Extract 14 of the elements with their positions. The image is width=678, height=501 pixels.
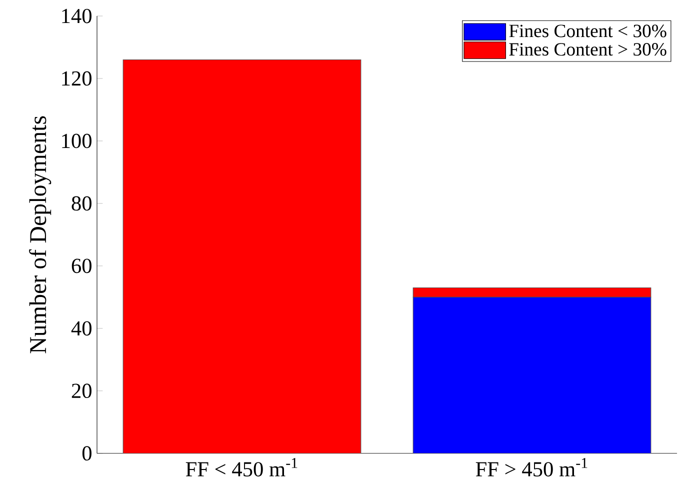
legend-label: Fines Content > 30% (509, 43, 666, 56)
y-axis-title: Number of Deployments (29, 116, 52, 354)
y-tick-label: 20 (72, 384, 92, 398)
x-tick-label: FF > 450 m$^{-1}$ (476, 458, 588, 476)
y-tick-label: 140 (62, 8, 92, 24)
y-tick-label: 40 (71, 321, 92, 336)
y-tick-label: 120 (62, 71, 92, 86)
y-tick-label: 0 (82, 446, 92, 461)
bar (122, 59, 362, 454)
y-tick-label: 60 (72, 258, 92, 274)
legend-label: Fines Content < 30% (509, 24, 666, 38)
x-tick-label: FF < 450 m$^{-1}$ (186, 458, 298, 476)
y-tick-label: 80 (72, 196, 92, 211)
y-tick-label: 100 (62, 134, 92, 148)
